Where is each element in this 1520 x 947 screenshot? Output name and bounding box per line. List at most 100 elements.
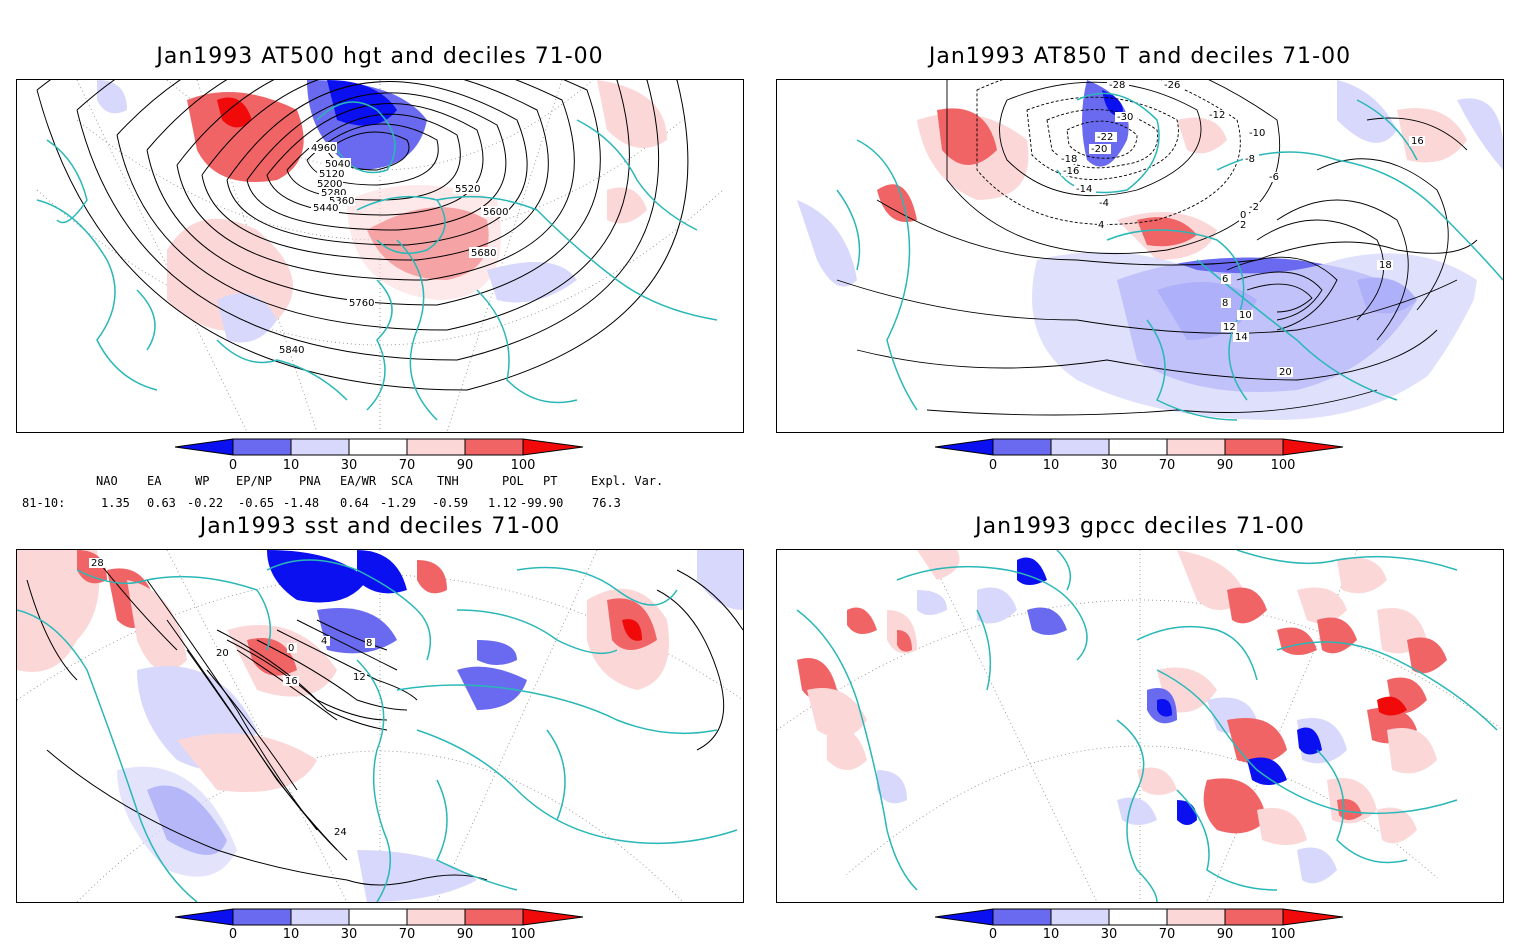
colorbar-at500: 0 10 30 70 90 100 — [174, 437, 595, 477]
contour-label: 20 — [1279, 367, 1292, 378]
contour-label: 24 — [334, 827, 347, 838]
colorbar-tick: 70 — [399, 458, 416, 473]
colorbar-tick: 10 — [283, 458, 300, 473]
contour-label: -22 — [1097, 132, 1113, 143]
colorbar-tick: 90 — [1217, 458, 1234, 473]
contour-label: 12 — [1223, 322, 1236, 333]
index-value: 1.12 — [488, 496, 517, 510]
map-gpcc-canvas — [777, 550, 1503, 902]
map-sst: 28 24 20 16 12 8 4 0 — [16, 549, 744, 903]
contour-label: -10 — [1249, 128, 1265, 139]
colorbar-tick: 90 — [457, 927, 474, 940]
contour-label: 28 — [91, 558, 104, 569]
contour-label: 5120 — [319, 169, 344, 180]
index-header: SCA — [391, 474, 413, 488]
contour-label: 14 — [1235, 332, 1248, 343]
contour-label: -28 — [1109, 80, 1125, 91]
index-value: 76.3 — [592, 496, 621, 510]
colorbar-tick: 90 — [457, 458, 474, 473]
colorbar-tick: 90 — [1217, 927, 1234, 940]
colorbar-tick: 0 — [229, 458, 237, 473]
contour-label: 4960 — [311, 143, 336, 154]
panel-title-at500: Jan1993 AT500 hgt and deciles 71-00 — [156, 44, 604, 69]
contour-label: -18 — [1061, 154, 1077, 165]
colorbar-tick: 10 — [1043, 458, 1060, 473]
colorbar-tick: 10 — [1043, 927, 1060, 940]
index-header: EA — [147, 474, 162, 488]
contour-label: 2 — [1240, 220, 1246, 231]
colorbar-tick: 100 — [1271, 927, 1296, 940]
contour-label: 0 — [1240, 210, 1246, 221]
contour-label: 12 — [353, 672, 366, 683]
map-at500-canvas: 4960 5040 5120 5200 5280 5360 5440 5520 … — [17, 80, 724, 432]
index-value: -1.48 — [283, 496, 320, 510]
contour-label: 5360 — [329, 196, 354, 207]
map-sst-canvas: 28 24 20 16 12 8 4 0 — [17, 550, 743, 902]
panel-title-sst: Jan1993 sst and deciles 71-00 — [199, 514, 561, 539]
index-value: -1.29 — [380, 496, 417, 510]
index-header: Expl. Var. — [591, 474, 664, 488]
map-at850-t: -28 -26 -30 -22 -20 -18 -16 -14 -12 -10 … — [776, 79, 1504, 433]
contour-label: 5680 — [471, 248, 496, 259]
teleconnection-index-table: NAO EA WP EP/NP PNA EA/WR SCA TNH POL PT… — [0, 474, 760, 514]
contour-label: -30 — [1117, 112, 1133, 123]
contour-label: -14 — [1076, 184, 1092, 195]
index-value: -0.59 — [432, 496, 469, 510]
contour-label: 5600 — [483, 207, 508, 218]
index-value: -99.90 — [520, 496, 564, 510]
index-row-label: 81-10: — [22, 496, 66, 510]
contour-label: 5040 — [325, 159, 350, 170]
map-at500-hgt: 4960 5040 5120 5200 5280 5360 5440 5520 … — [16, 79, 744, 433]
map-at850-canvas: -28 -26 -30 -22 -20 -18 -16 -14 -12 -10 … — [777, 80, 1503, 432]
contour-label: -20 — [1091, 144, 1107, 155]
contour-label: 4 — [321, 636, 327, 647]
contour-label: 5840 — [279, 345, 304, 356]
colorbar-tick: 0 — [229, 927, 237, 940]
contour-label: 8 — [1222, 298, 1228, 309]
panel-title-gpcc: Jan1993 gpcc deciles 71-00 — [975, 514, 1305, 539]
colorbar-sst: 0 10 30 70 90 100 — [174, 907, 595, 947]
colorbar-gpcc: 0 10 30 70 90 100 — [934, 907, 1355, 947]
index-header: EP/NP — [236, 474, 273, 488]
contour-label: -12 — [1209, 110, 1225, 121]
colorbar-tick: 70 — [399, 927, 416, 940]
map-gpcc — [776, 549, 1504, 903]
contour-label: 5200 — [317, 179, 342, 190]
index-header: PT — [543, 474, 558, 488]
contour-label: -4 — [1099, 198, 1109, 209]
contour-label: 4 — [1098, 220, 1104, 231]
colorbar-tick: 30 — [1101, 458, 1118, 473]
contour-label: 16 — [285, 676, 298, 687]
contour-label: 5280 — [321, 188, 346, 199]
index-header: POL — [502, 474, 524, 488]
contour-label: 5440 — [313, 203, 338, 214]
colorbar-tick: 0 — [989, 927, 997, 940]
index-value: 1.35 — [101, 496, 130, 510]
colorbar-tick: 100 — [511, 927, 536, 940]
contour-label: 5520 — [455, 184, 480, 195]
colorbar-tick: 30 — [1101, 927, 1118, 940]
contour-label: 6 — [1222, 274, 1228, 285]
colorbar-tick: 100 — [1271, 458, 1296, 473]
colorbar-tick: 100 — [511, 458, 536, 473]
contour-label: 0 — [288, 643, 294, 654]
contour-label: -2 — [1249, 202, 1259, 213]
panel-title-at850: Jan1993 AT850 T and deciles 71-00 — [928, 44, 1352, 69]
colorbar-tick: 70 — [1159, 927, 1176, 940]
contour-label: -8 — [1245, 154, 1255, 165]
contour-label: -26 — [1164, 80, 1180, 91]
index-header: WP — [195, 474, 210, 488]
index-header: EA/WR — [340, 474, 377, 488]
contour-label: 16 — [1411, 136, 1424, 147]
contour-label: 18 — [1379, 260, 1392, 271]
contour-label: 8 — [366, 638, 372, 649]
index-header: NAO — [96, 474, 118, 488]
index-value: 0.64 — [340, 496, 369, 510]
index-value: -0.22 — [187, 496, 224, 510]
colorbar-tick: 30 — [341, 458, 358, 473]
colorbar-tick: 30 — [341, 927, 358, 940]
index-value: -0.65 — [238, 496, 275, 510]
contour-label: 5760 — [349, 298, 374, 309]
colorbar-at850: 0 10 30 70 90 100 — [934, 437, 1355, 477]
contour-label: 20 — [216, 648, 229, 659]
